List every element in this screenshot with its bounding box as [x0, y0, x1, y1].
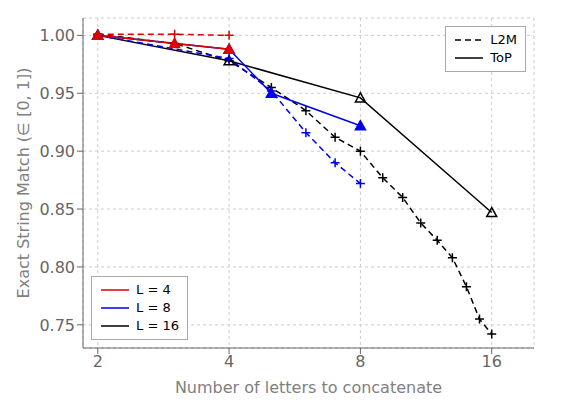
svg-text:16: 16: [482, 352, 502, 371]
svg-text:1.00: 1.00: [39, 26, 75, 45]
svg-text:4: 4: [224, 352, 234, 371]
html-text:L = 4: L = 4: [136, 282, 171, 297]
html-text:L2M: L2M: [490, 32, 517, 47]
svg-text:0.75: 0.75: [39, 316, 75, 335]
svg-text:Exact String Match (∈ [0, 1]): Exact String Match (∈ [0, 1]): [14, 68, 33, 299]
html-text:L = 8: L = 8: [136, 300, 171, 315]
svg-text:0.90: 0.90: [39, 142, 75, 161]
svg-text:0.95: 0.95: [39, 84, 75, 103]
svg-text:Number of letters to concatena: Number of letters to concatenate: [175, 378, 442, 397]
svg-text:0.80: 0.80: [39, 258, 75, 277]
html-text:L = 16: L = 16: [136, 318, 179, 333]
svg-text:2: 2: [93, 352, 103, 371]
svg-text:0.85: 0.85: [39, 200, 75, 219]
html-text:ToP: ToP: [490, 50, 512, 65]
svg-text:8: 8: [355, 352, 365, 371]
